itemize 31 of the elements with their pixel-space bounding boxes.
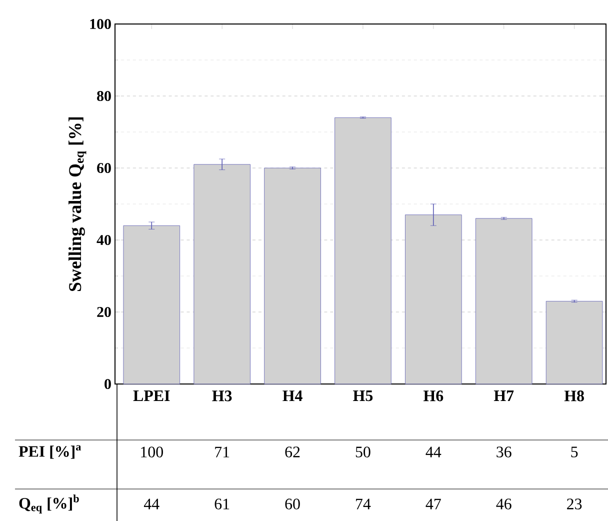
data-label: 44 [144,498,160,510]
y-tick-label: 40 [96,234,111,246]
text: 5 [571,446,578,458]
y-tick-label: 100 [90,18,111,30]
y-tick-label: 20 [97,306,111,318]
text: 44 [426,446,442,458]
bar [264,168,321,384]
data-label: 46 [496,498,512,510]
x-tick-label: H5 [353,390,373,402]
data-label: 61 [214,498,230,510]
x-tick-label: H3 [212,390,232,402]
x-tick-label: H4 [282,390,302,402]
text: 36 [496,446,512,458]
data-label: 60 [285,498,300,510]
y-tick-label: 0 [104,378,111,390]
y-tick-label: 80 [97,90,111,102]
y-tick-label: 60 [97,162,111,174]
text: PEI [%]$^{a}$ [18,445,82,459]
y-axis-title: Swelling value Q$_{eq}$ [%] [68,117,86,292]
data-label: 23 [567,498,582,510]
x-tick-label: H8 [564,390,584,402]
text: 62 [285,446,300,458]
x-tick-label: LPEI [133,390,170,401]
text: 50 [356,446,370,458]
text: 71 [215,446,230,458]
text: Q$_{eq}$ [%]$^{b}$ [19,494,79,514]
data-label: 74 [356,498,371,510]
text: 100 [141,446,163,458]
x-tick-label: H7 [494,390,514,401]
x-tick-label: H6 [423,390,444,402]
data-label: 47 [426,498,441,510]
